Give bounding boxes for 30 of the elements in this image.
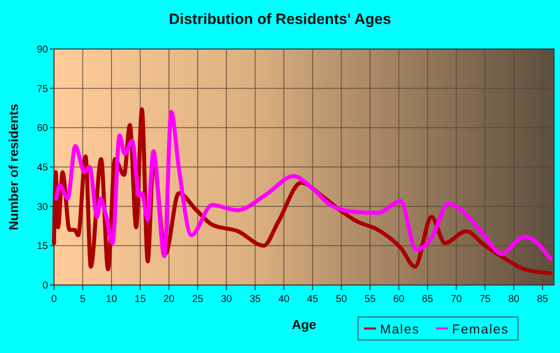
x-tick-label: 60 — [393, 294, 405, 305]
x-tick-label: 65 — [422, 294, 434, 305]
x-tick-label: 30 — [220, 294, 232, 305]
legend-label: Males — [380, 322, 420, 336]
y-tick-label: 75 — [36, 84, 48, 95]
x-tick-label: 25 — [192, 294, 204, 305]
x-tick-label: 10 — [106, 294, 118, 305]
y-tick-label: 30 — [36, 202, 48, 213]
x-axis-title: Age — [292, 317, 316, 332]
x-tick-label: 20 — [163, 294, 175, 305]
x-tick-label: 50 — [336, 294, 348, 305]
y-tick-label: 0 — [42, 280, 48, 292]
x-tick-label: 75 — [479, 294, 492, 305]
x-tick-label: 0 — [51, 294, 58, 305]
x-tick-label: 70 — [450, 294, 462, 305]
x-tick-label: 85 — [536, 294, 549, 305]
y-tick-label: 15 — [36, 241, 48, 252]
legend-label: Females — [452, 322, 509, 336]
x-tick-label: 45 — [307, 294, 319, 305]
x-tick-label: 80 — [508, 294, 520, 305]
y-tick-label: 90 — [36, 44, 48, 56]
x-tick-label: 5 — [80, 294, 86, 305]
x-tick-label: 35 — [250, 294, 262, 305]
x-tick-label: 55 — [364, 294, 376, 305]
y-tick-label: 45 — [36, 162, 48, 174]
y-tick-label: 60 — [36, 123, 48, 134]
y-axis-title: Number of residents — [6, 104, 21, 230]
x-tick-label: 40 — [278, 294, 290, 305]
chart-title: Distribution of Residents' Ages — [168, 11, 392, 28]
x-tick-label: 15 — [134, 294, 146, 305]
